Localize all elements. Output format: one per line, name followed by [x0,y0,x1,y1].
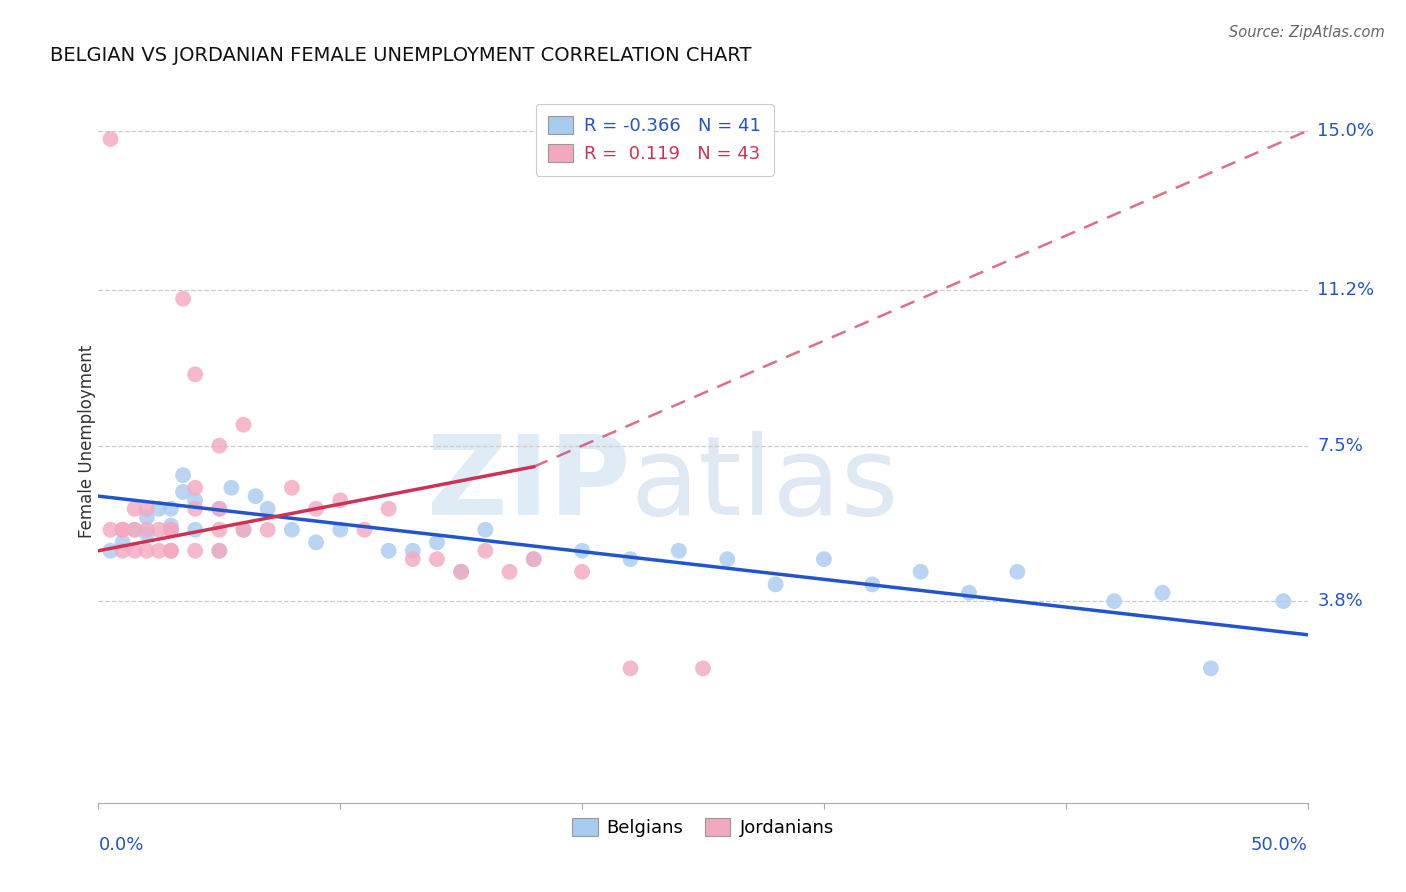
Point [305,535,328,549]
Text: 50.0%: 50.0% [1251,837,1308,855]
Point [135,527,157,541]
Point [184,493,207,508]
Point [860,577,883,591]
Point [148,543,170,558]
Point [208,523,231,537]
Point [474,523,496,537]
Text: BELGIAN VS JORDANIAN FEMALE UNEMPLOYMENT CORRELATION CHART: BELGIAN VS JORDANIAN FEMALE UNEMPLOYMENT… [51,45,752,65]
Point [208,501,231,516]
Point [184,543,207,558]
Point [245,489,267,503]
Y-axis label: Female Unemployment: Female Unemployment [79,345,96,538]
Point [148,501,170,516]
Point [571,543,593,558]
Point [232,523,254,537]
Point [135,543,157,558]
Point [619,661,641,675]
Point [305,501,328,516]
Text: 3.8%: 3.8% [1317,592,1362,610]
Point [523,552,546,566]
Point [124,523,146,537]
Point [377,543,399,558]
Point [172,292,194,306]
Point [100,523,122,537]
Point [1152,586,1174,600]
Point [208,543,231,558]
Point [1007,565,1029,579]
Legend: Belgians, Jordanians: Belgians, Jordanians [565,811,841,845]
Point [329,493,352,508]
Point [124,543,146,558]
Point [100,132,122,146]
Point [716,552,738,566]
Point [1199,661,1222,675]
Point [450,565,472,579]
Point [160,523,183,537]
Point [148,523,170,537]
Point [172,485,194,500]
Point [377,501,399,516]
Point [124,501,146,516]
Point [135,501,157,516]
Point [256,523,278,537]
Point [1102,594,1125,608]
Point [813,552,835,566]
Point [208,439,231,453]
Point [111,523,134,537]
Point [1272,594,1295,608]
Point [957,586,980,600]
Point [111,523,134,537]
Point [402,543,425,558]
Point [232,417,254,432]
Point [426,552,449,566]
Point [523,552,546,566]
Point [232,523,254,537]
Point [910,565,932,579]
Point [111,535,134,549]
Point [329,523,352,537]
Text: 15.0%: 15.0% [1317,121,1374,140]
Point [571,565,593,579]
Text: 11.2%: 11.2% [1317,281,1375,300]
Point [692,661,714,675]
Point [100,543,122,558]
Point [450,565,472,579]
Point [765,577,787,591]
Point [474,543,496,558]
Point [208,543,231,558]
Point [135,510,157,524]
Point [281,523,304,537]
Point [160,543,183,558]
Text: ZIP: ZIP [427,432,630,539]
Text: 0.0%: 0.0% [98,837,143,855]
Point [184,501,207,516]
Point [498,565,520,579]
Point [160,501,183,516]
Point [208,501,231,516]
Point [160,518,183,533]
Point [184,368,207,382]
Point [402,552,425,566]
Point [160,543,183,558]
Point [160,523,183,537]
Point [281,481,304,495]
Point [184,481,207,495]
Point [184,523,207,537]
Text: 7.5%: 7.5% [1317,437,1364,455]
Point [426,535,449,549]
Point [111,543,134,558]
Point [353,523,375,537]
Point [135,523,157,537]
Point [256,501,278,516]
Point [172,468,194,483]
Point [124,523,146,537]
Point [221,481,243,495]
Text: Source: ZipAtlas.com: Source: ZipAtlas.com [1229,25,1385,40]
Point [619,552,641,566]
Text: atlas: atlas [630,432,898,539]
Point [668,543,690,558]
